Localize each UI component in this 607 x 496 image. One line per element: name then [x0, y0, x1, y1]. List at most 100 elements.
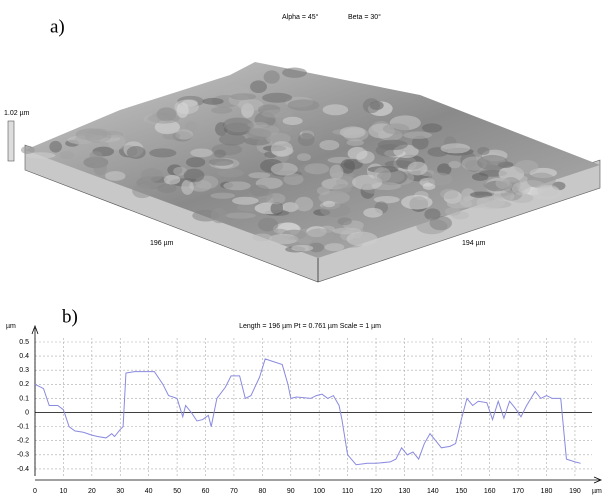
surface-bump	[319, 140, 339, 150]
z-scale-bar	[8, 121, 14, 161]
surface-bump	[105, 171, 125, 181]
chart-title: Length = 196 µm Pt = 0.761 µm Scale = 1 …	[239, 323, 381, 330]
surface-bump	[477, 196, 505, 209]
surface-bump	[186, 157, 205, 167]
surface-bump	[347, 232, 378, 247]
surface-bump	[230, 93, 256, 100]
surface-bump	[295, 197, 313, 212]
figure: a) Alpha = 45° Beta = 30° 1.02 µm 196 µm…	[0, 0, 607, 496]
surface-bump	[283, 117, 303, 125]
surface-bump	[248, 172, 270, 178]
y-tick-label: -0.3	[17, 452, 29, 459]
surface-bump	[374, 196, 400, 203]
x-tick-label: 100	[313, 488, 325, 495]
x-tick-label: 30	[116, 488, 124, 495]
y-tick-label: 0	[25, 409, 29, 416]
surface-bump	[214, 150, 226, 158]
y-tick-label: -0.4	[17, 466, 29, 473]
surface-bump	[219, 133, 246, 145]
x-tick-label: 160	[484, 488, 496, 495]
profile-line	[35, 359, 581, 465]
surface-bump	[211, 107, 232, 114]
surface-bump	[49, 141, 62, 153]
surface-bump	[378, 140, 408, 151]
surface-bump	[477, 155, 508, 170]
surface-bump	[218, 169, 244, 177]
surface-bump	[94, 160, 107, 175]
surface-bump	[373, 167, 391, 182]
surface-bump	[298, 133, 315, 146]
y-unit: µm	[6, 323, 16, 330]
surface-bump	[428, 173, 453, 186]
surface-bump	[440, 189, 458, 199]
surface-bump	[403, 131, 432, 138]
surface-bump	[269, 234, 298, 244]
surface-bump	[264, 70, 280, 83]
surface-bump	[271, 141, 293, 157]
surface-bump	[288, 99, 320, 110]
length-label: 196 µm	[150, 240, 174, 247]
surface-bump	[477, 147, 489, 155]
surface-bump	[363, 208, 382, 218]
surface-bump	[26, 152, 55, 158]
surface-bump	[224, 119, 254, 132]
surface-bump	[408, 162, 428, 176]
surface-bump	[250, 80, 267, 93]
surface-bump	[211, 208, 227, 224]
surface-bump	[190, 148, 212, 157]
x-tick-label: 190	[569, 488, 581, 495]
surface-bump	[306, 228, 335, 241]
surface-bump	[515, 160, 539, 174]
surface-bump	[271, 163, 298, 176]
surface-bump	[127, 146, 146, 159]
surface-bump	[445, 207, 461, 215]
surface-bump	[210, 193, 235, 199]
x-tick-label: 120	[370, 488, 382, 495]
x-tick-label: 130	[399, 488, 411, 495]
surface-bump	[448, 161, 460, 168]
surface-bump	[304, 163, 329, 174]
surface-bump	[184, 169, 205, 183]
x-tick-label: 140	[427, 488, 439, 495]
surface-bump	[262, 93, 292, 103]
y-tick-label: 0.1	[19, 395, 29, 402]
y-tick-label: 0.5	[19, 339, 29, 346]
surface-bump	[177, 102, 189, 118]
y-tick-label: -0.1	[17, 423, 29, 430]
x-tick-label: 40	[145, 488, 153, 495]
surface-bump	[337, 217, 351, 225]
x-tick-label: 180	[541, 488, 553, 495]
panel-label: a)	[50, 16, 65, 37]
surface-bump	[401, 195, 433, 210]
surface-bump	[363, 98, 380, 113]
surface-bump	[250, 185, 269, 197]
surface-bump	[146, 115, 158, 125]
surface-bump	[90, 151, 103, 160]
x-tick-label: 0	[33, 488, 37, 495]
beta: Beta = 30°	[348, 13, 381, 21]
y-tick-label: 0.3	[19, 367, 29, 374]
surface-bump	[537, 185, 559, 197]
surface-bump	[323, 201, 335, 207]
surface-bump	[447, 199, 472, 208]
surface-bump	[430, 216, 452, 230]
surface-bump	[132, 184, 152, 198]
surface-bump	[330, 165, 344, 180]
surface-bump	[282, 68, 307, 78]
surface-bump	[291, 245, 313, 252]
surface-bump	[164, 175, 180, 185]
x-tick-label: 70	[230, 488, 238, 495]
x-tick-label: 90	[287, 488, 295, 495]
surface-bump	[441, 143, 471, 153]
surface-bump	[356, 151, 374, 164]
x-unit: µm	[592, 488, 602, 495]
x-tick-label: 150	[455, 488, 467, 495]
surface-bump	[232, 197, 259, 205]
alpha: Alpha = 45°	[282, 13, 319, 21]
surface-bump	[203, 98, 224, 105]
z-scale: 1.02 µm	[4, 110, 30, 117]
surface-bump	[141, 168, 163, 182]
panel-label: b)	[62, 306, 78, 327]
x-tick-label: 60	[202, 488, 210, 495]
y-tick-label: 0.2	[19, 381, 29, 388]
